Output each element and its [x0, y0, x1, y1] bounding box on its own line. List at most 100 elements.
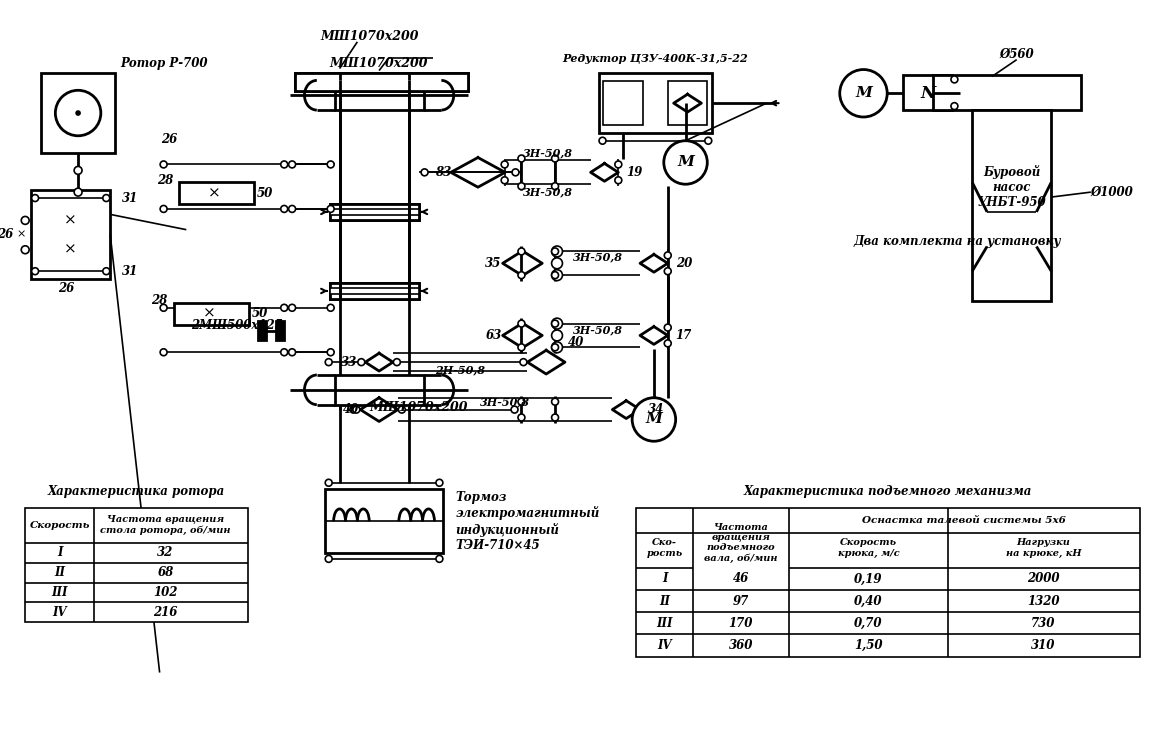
- Circle shape: [551, 398, 558, 405]
- Text: 28: 28: [151, 294, 167, 307]
- Text: 3Н-50,8: 3Н-50,8: [523, 147, 573, 158]
- Text: IV: IV: [657, 639, 672, 652]
- Bar: [329, 204, 419, 220]
- Circle shape: [436, 556, 443, 562]
- Text: 0,40: 0,40: [854, 595, 883, 608]
- Circle shape: [280, 161, 287, 168]
- Circle shape: [551, 320, 558, 327]
- Text: Ротор Р-700: Ротор Р-700: [120, 57, 208, 70]
- Text: 26: 26: [58, 283, 74, 296]
- Bar: [329, 283, 419, 299]
- Circle shape: [102, 194, 109, 202]
- Text: II: II: [55, 566, 65, 579]
- Circle shape: [160, 161, 167, 168]
- Circle shape: [520, 358, 527, 365]
- Text: 3Н-50,8: 3Н-50,8: [523, 187, 573, 197]
- Text: 31: 31: [122, 191, 138, 205]
- Text: 40: 40: [343, 403, 359, 416]
- Bar: [179, 182, 254, 204]
- Circle shape: [326, 479, 333, 486]
- Text: 730: 730: [1032, 616, 1056, 630]
- Circle shape: [102, 268, 109, 274]
- Text: 170: 170: [729, 616, 754, 630]
- Circle shape: [280, 349, 287, 355]
- Text: 3Н-50,8: 3Н-50,8: [572, 324, 622, 335]
- Text: 0,19: 0,19: [854, 572, 883, 586]
- Bar: [295, 74, 468, 92]
- Circle shape: [518, 320, 525, 327]
- Circle shape: [840, 70, 887, 117]
- Circle shape: [664, 340, 671, 346]
- Circle shape: [664, 141, 707, 184]
- Circle shape: [551, 342, 563, 352]
- Circle shape: [21, 246, 29, 254]
- Text: Нагрузки
на крюке, кН: Нагрузки на крюке, кН: [1006, 538, 1082, 558]
- Circle shape: [327, 304, 334, 311]
- Text: 32: 32: [157, 547, 173, 560]
- Text: М: М: [645, 413, 663, 427]
- Circle shape: [551, 155, 558, 162]
- Text: 31: 31: [122, 265, 138, 278]
- Bar: [335, 80, 423, 110]
- Text: 35: 35: [485, 256, 501, 270]
- Text: II: II: [659, 595, 670, 608]
- Text: 46: 46: [733, 572, 749, 586]
- Circle shape: [951, 76, 958, 83]
- Bar: [972, 110, 1051, 301]
- Circle shape: [551, 272, 558, 278]
- Text: 19: 19: [626, 166, 642, 178]
- Bar: [329, 204, 419, 220]
- Bar: [636, 509, 1140, 657]
- Bar: [26, 509, 248, 622]
- Circle shape: [512, 169, 519, 176]
- Circle shape: [393, 358, 400, 365]
- Circle shape: [518, 272, 525, 278]
- Bar: [902, 76, 952, 110]
- Bar: [174, 303, 249, 325]
- Text: 28: 28: [157, 174, 173, 187]
- Circle shape: [951, 103, 958, 110]
- Text: III: III: [657, 616, 673, 630]
- Bar: [258, 321, 266, 340]
- Circle shape: [288, 206, 295, 212]
- Circle shape: [551, 330, 563, 341]
- Text: Скорость
крюка, м/с: Скорость крюка, м/с: [837, 538, 899, 558]
- Circle shape: [326, 358, 333, 365]
- Text: МШ1070х200: МШ1070х200: [320, 31, 419, 44]
- Circle shape: [56, 90, 101, 136]
- Circle shape: [501, 177, 508, 184]
- Circle shape: [615, 177, 622, 184]
- Text: 20: 20: [676, 256, 692, 270]
- Text: ×: ×: [64, 214, 77, 227]
- Bar: [295, 74, 468, 92]
- Text: 0,70: 0,70: [854, 616, 883, 630]
- Bar: [329, 288, 419, 294]
- Text: 68: 68: [157, 566, 173, 579]
- Circle shape: [501, 161, 508, 168]
- Text: N: N: [920, 85, 935, 102]
- Circle shape: [399, 406, 405, 413]
- Text: 33: 33: [341, 356, 357, 369]
- Bar: [324, 489, 443, 553]
- Text: 3Н-50,8: 3Н-50,8: [479, 396, 529, 407]
- Circle shape: [633, 398, 676, 441]
- Text: 2Н-50,8: 2Н-50,8: [435, 364, 485, 376]
- Text: Тормоз
электромагнитный
индукционный
ТЭИ-710×45: Тормоз электромагнитный индукционный ТЭИ…: [455, 491, 599, 551]
- Text: Буровой
насос
УНБТ-950: Буровой насос УНБТ-950: [977, 165, 1046, 209]
- Circle shape: [288, 161, 295, 168]
- Text: Частота
вращения
подъемного
вала, об/мин: Частота вращения подъемного вала, об/мин: [704, 523, 778, 563]
- Circle shape: [664, 324, 671, 331]
- Text: Оснастка талевой системы 5х6: Оснастка талевой системы 5х6: [863, 516, 1066, 525]
- Text: 26: 26: [0, 228, 13, 242]
- Circle shape: [551, 270, 563, 280]
- Circle shape: [551, 258, 563, 268]
- Text: 17: 17: [676, 329, 692, 342]
- Text: 360: 360: [729, 639, 754, 652]
- Text: 2МШ500х125: 2МШ500х125: [191, 319, 283, 332]
- Text: Два комплекта на установку: Два комплекта на установку: [854, 235, 1061, 248]
- Circle shape: [74, 166, 83, 174]
- Circle shape: [280, 206, 287, 212]
- Circle shape: [31, 268, 38, 274]
- Bar: [31, 190, 110, 279]
- Text: 3Н-50,8: 3Н-50,8: [572, 252, 622, 262]
